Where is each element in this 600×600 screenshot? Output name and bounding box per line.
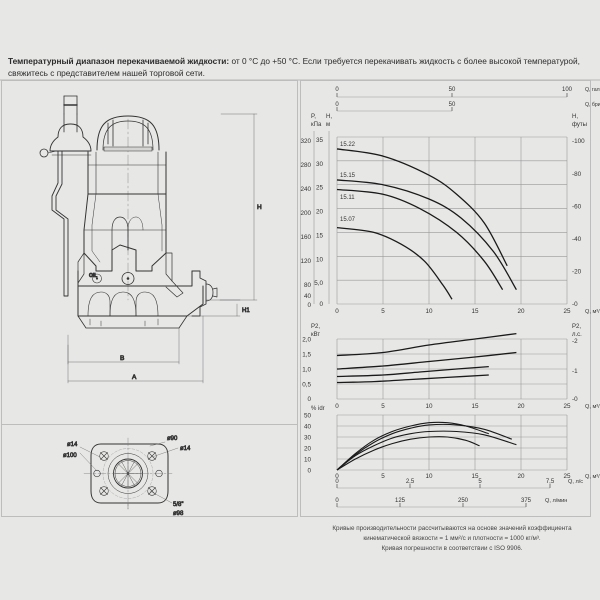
svg-text:250: 250 [458,498,469,504]
svg-text:футы: футы [572,122,587,128]
svg-text:5,0: 5,0 [314,280,323,287]
svg-text:Q, л/мин: Q, л/мин [545,498,567,504]
svg-text:0: 0 [307,468,311,475]
svg-text:160: 160 [300,234,311,241]
svg-text:200: 200 [300,210,311,217]
svg-text:15.22: 15.22 [340,142,356,148]
svg-text:35: 35 [316,137,324,144]
svg-text:м: м [326,122,330,128]
svg-text:320: 320 [300,138,311,145]
svg-text:20: 20 [517,403,525,410]
svg-text:% idr: % idr [311,406,325,412]
svg-text:Q, л/с: Q, л/с [568,479,583,485]
svg-text:15.07: 15.07 [340,217,356,223]
svg-text:10: 10 [304,457,312,464]
svg-text:15.15: 15.15 [340,173,356,179]
svg-text:2,5: 2,5 [406,479,415,485]
svg-text:0: 0 [335,308,339,315]
svg-text:ø14: ø14 [67,442,78,448]
svg-text:-60: -60 [572,204,582,211]
svg-text:5: 5 [381,308,385,315]
svg-text:-2: -2 [572,338,578,345]
svg-text:-40: -40 [572,236,582,243]
svg-text:20: 20 [517,473,525,480]
svg-text:Q, гал. США/мин: Q, гал. США/мин [585,87,600,93]
svg-text:15: 15 [471,308,479,315]
svg-text:ø100: ø100 [63,453,77,459]
svg-text:15.11: 15.11 [340,195,355,201]
svg-text:50: 50 [449,87,456,93]
svg-text:50: 50 [449,102,456,108]
svg-text:Q, м³/ч: Q, м³/ч [585,309,600,315]
svg-text:OIL: OIL [89,273,97,279]
svg-text:10: 10 [425,473,433,480]
svg-text:30: 30 [304,435,312,442]
svg-text:20: 20 [316,209,324,216]
svg-text:5/8": 5/8" [173,502,183,508]
svg-text:1,0: 1,0 [302,367,311,374]
svg-text:20: 20 [304,446,312,453]
svg-text:-80: -80 [572,171,582,178]
svg-text:10: 10 [316,256,324,263]
svg-text:15: 15 [471,403,479,410]
svg-text:кВт: кВт [311,332,320,338]
svg-text:ø98: ø98 [173,511,184,517]
svg-text:ø14: ø14 [180,446,191,452]
svg-text:-0: -0 [572,301,578,308]
svg-text:-20: -20 [572,269,582,276]
svg-text:120: 120 [300,258,311,265]
svg-text:H1: H1 [242,308,250,314]
svg-text:280: 280 [300,162,311,169]
svg-text:40: 40 [304,424,312,431]
svg-text:-1: -1 [572,368,578,375]
svg-text:Q, брит. галл./мин: Q, брит. галл./мин [585,102,600,108]
svg-text:H,: H, [326,114,332,120]
svg-text:Q, м³/ч: Q, м³/ч [585,474,600,480]
svg-text:25: 25 [563,403,571,410]
svg-text:40: 40 [304,293,312,300]
svg-text:B: B [120,355,124,362]
svg-text:80: 80 [304,282,312,289]
svg-text:25: 25 [563,308,571,315]
svg-text:50: 50 [304,413,312,420]
svg-text:0: 0 [319,301,323,308]
svg-text:125: 125 [395,498,406,504]
svg-text:-100: -100 [572,138,585,145]
svg-text:P2,: P2, [572,324,581,330]
svg-text:P2,: P2, [311,324,320,330]
svg-text:7,5: 7,5 [546,479,555,485]
svg-text:H: H [257,204,262,211]
svg-text:0: 0 [307,396,311,403]
svg-text:0: 0 [335,403,339,410]
svg-text:Q, м³/ч: Q, м³/ч [585,404,600,410]
svg-text:Кривая погрешности в соответст: Кривая погрешности в соответствии с ISO … [381,545,522,552]
svg-text:30: 30 [316,161,324,168]
svg-text:240: 240 [300,186,311,193]
svg-text:1,5: 1,5 [302,352,311,359]
svg-text:375: 375 [521,498,532,504]
svg-text:Кривые производительности расс: Кривые производительности рассчитываются… [332,524,572,532]
svg-text:5: 5 [381,473,385,480]
svg-text:100: 100 [562,87,573,93]
svg-text:A: A [132,374,137,381]
svg-text:10: 10 [425,308,433,315]
svg-text:-0: -0 [572,396,578,403]
svg-text:кинематической вязкости = 1 мм: кинематической вязкости = 1 мм²/с и плот… [363,534,541,542]
svg-text:25: 25 [316,185,324,192]
svg-text:0,5: 0,5 [302,382,311,389]
svg-text:15: 15 [316,232,324,239]
svg-text:20: 20 [517,308,525,315]
svg-text:кПа: кПа [311,122,322,128]
svg-text:5: 5 [381,403,385,410]
svg-text:л.с.: л.с. [572,332,582,338]
svg-text:H,: H, [572,114,578,120]
svg-text:10: 10 [425,403,433,410]
svg-text:P,: P, [311,114,316,120]
svg-text:0: 0 [307,302,311,309]
svg-text:ø90: ø90 [167,436,178,442]
